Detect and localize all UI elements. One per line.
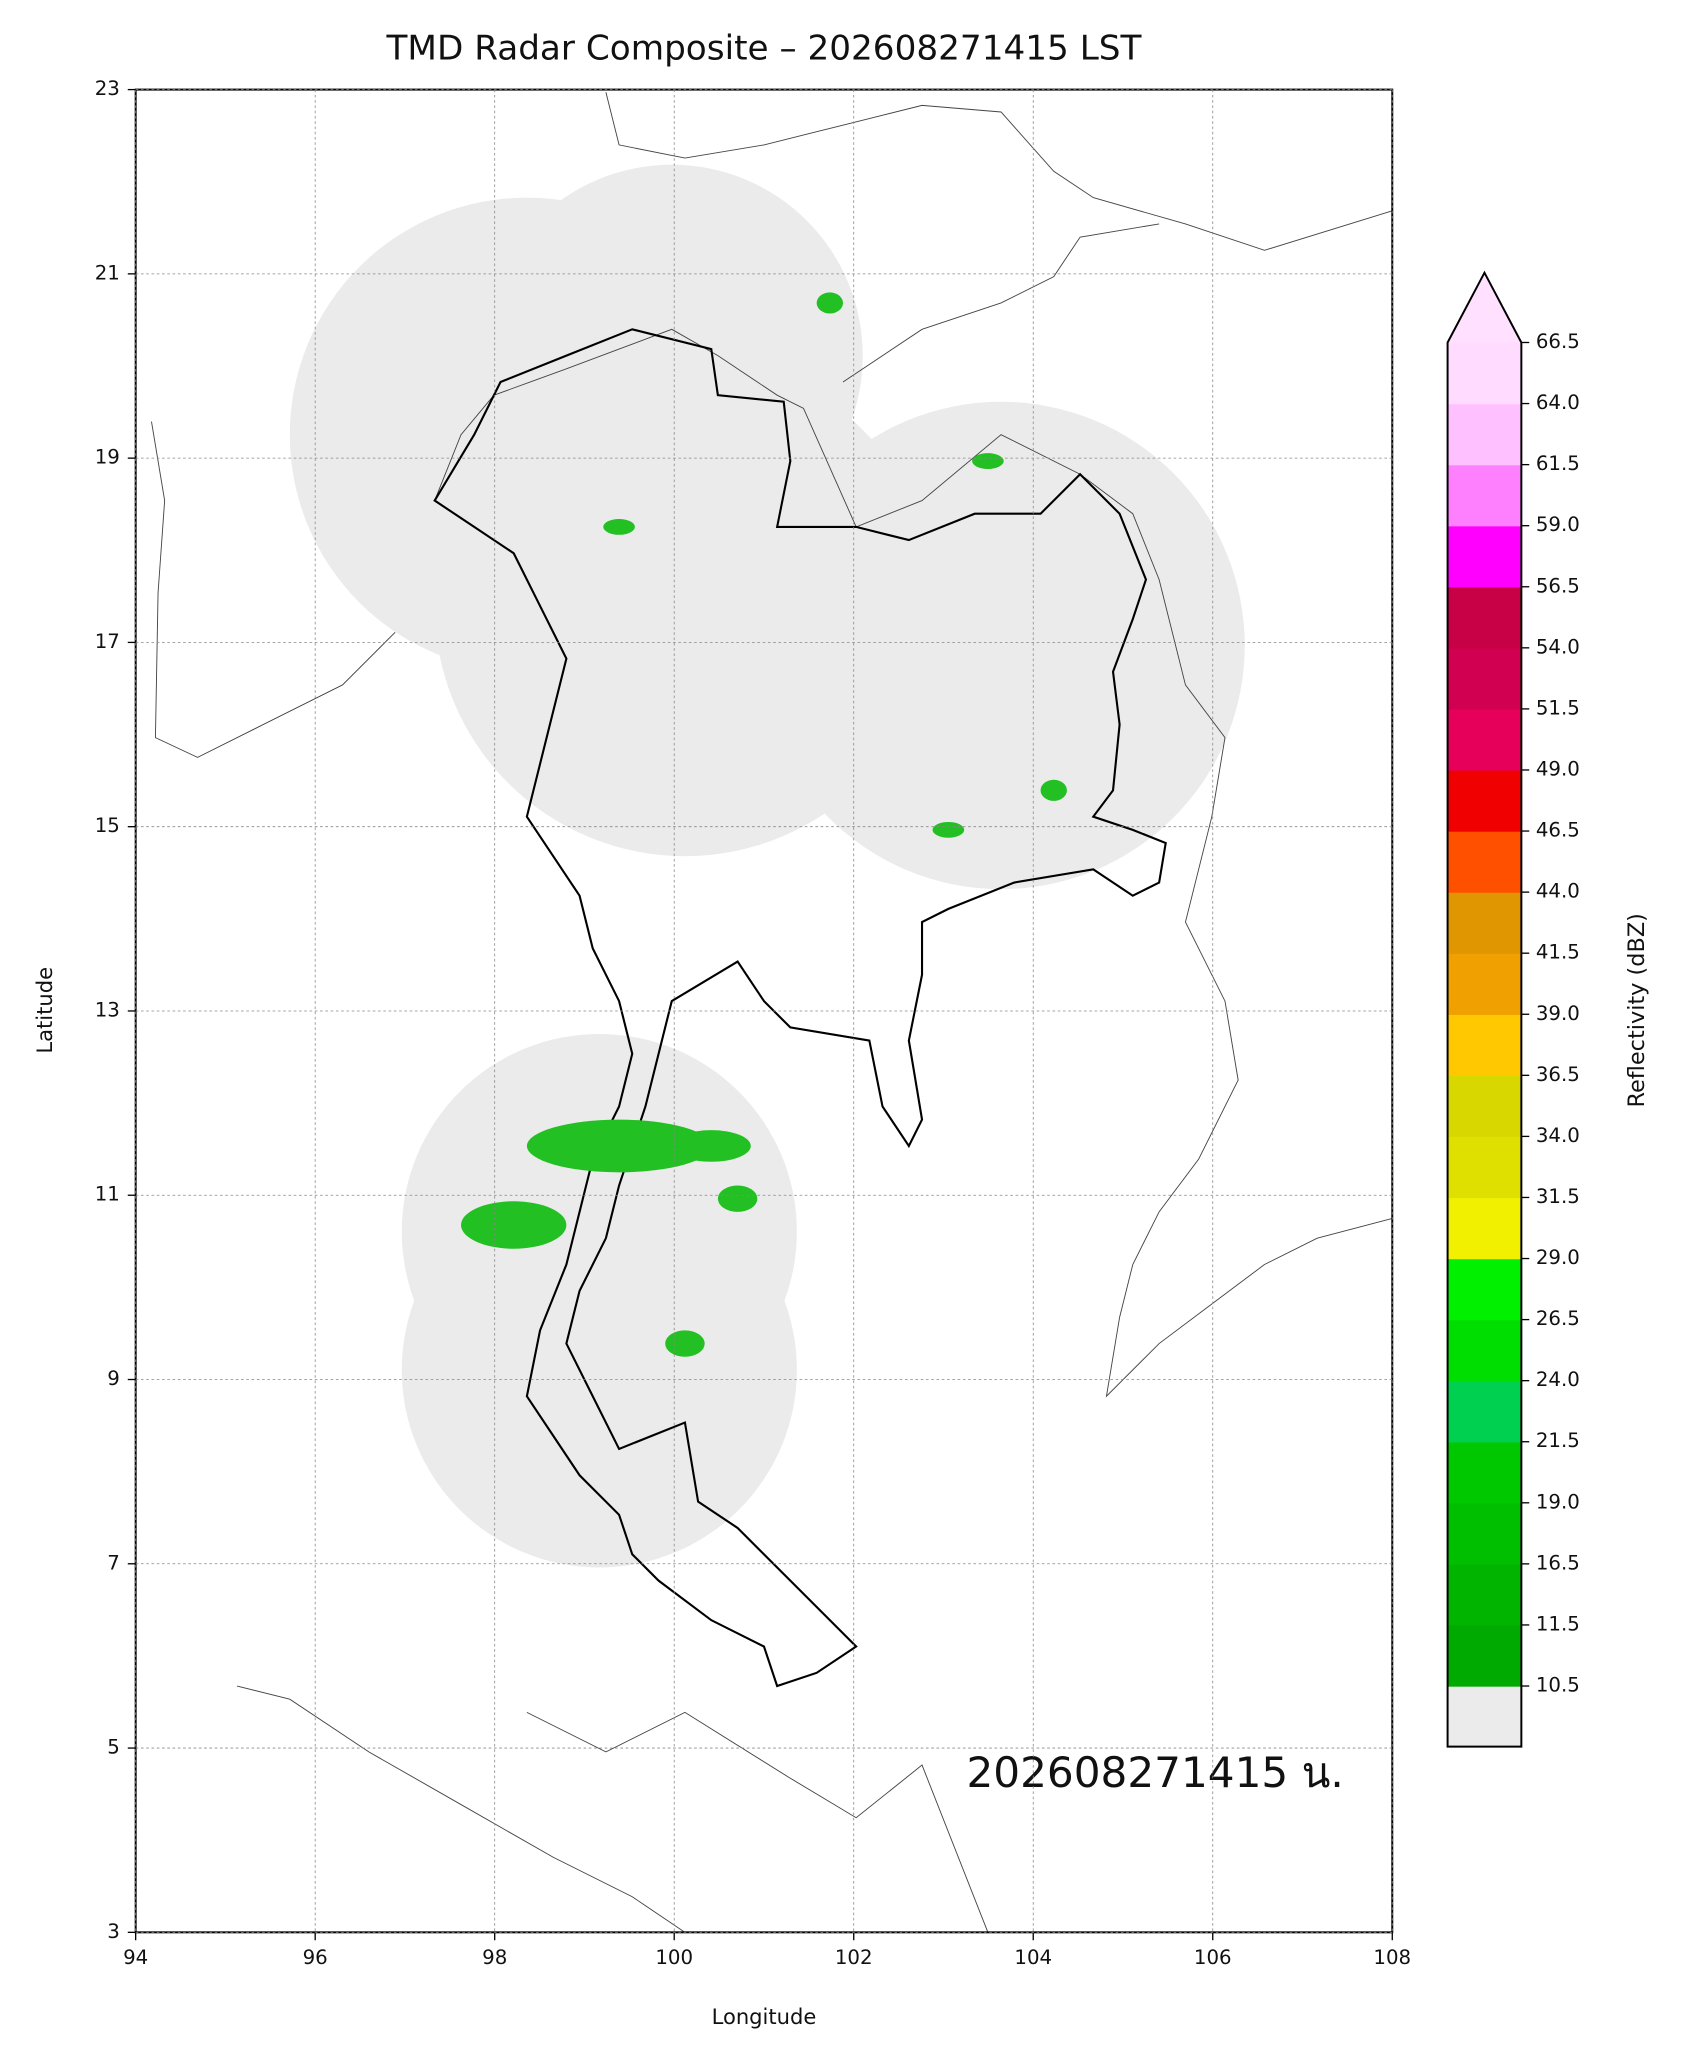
y-tick-label: 19 xyxy=(95,446,120,469)
radar-coverage xyxy=(289,164,1245,1568)
colorbar-tick-label: 46.5 xyxy=(1536,819,1580,842)
colorbar-segment xyxy=(1447,1197,1522,1260)
colorbar-tick-label: 64.0 xyxy=(1536,391,1580,414)
colorbar-tick-label: 49.0 xyxy=(1536,757,1580,780)
colorbar-tick-label: 39.0 xyxy=(1536,1002,1580,1025)
colorbar-segment xyxy=(1447,1075,1522,1138)
y-tick-label: 23 xyxy=(95,77,120,100)
colorbar-segment xyxy=(1447,647,1522,710)
colorbar-over xyxy=(1447,272,1522,343)
colorbar-segment xyxy=(1447,586,1522,649)
neighbor-borders xyxy=(151,92,1393,1933)
colorbar-tick-label: 26.5 xyxy=(1536,1307,1580,1330)
colorbar-segment xyxy=(1447,769,1522,832)
y-axis-label: Latitude xyxy=(32,967,57,1054)
colorbar-tick-label: 56.5 xyxy=(1536,574,1580,597)
colorbar-segment xyxy=(1447,892,1522,954)
colorbar-tick-label: 24.0 xyxy=(1536,1368,1580,1391)
colorbar-tick-label: 51.5 xyxy=(1536,696,1580,719)
colorbar-tick-label: 61.5 xyxy=(1536,452,1580,475)
colorbar-tick-label: 31.5 xyxy=(1536,1185,1580,1208)
colorbar-segment xyxy=(1447,1014,1522,1076)
y-tick-label: 15 xyxy=(95,814,120,837)
colorbar-tick-label: 29.0 xyxy=(1536,1246,1580,1269)
colorbar-segment xyxy=(1447,708,1522,771)
x-tick-label: 106 xyxy=(1194,1946,1232,1969)
x-tick-label: 94 xyxy=(123,1946,148,1969)
chart-title: TMD Radar Composite – 202608271415 LST xyxy=(385,29,1142,69)
colorbar-segment xyxy=(1447,1319,1522,1382)
colorbar-tick-label: 19.0 xyxy=(1536,1490,1580,1513)
x-axis-label: Longitude xyxy=(712,2004,817,2029)
y-tick-label: 5 xyxy=(107,1736,120,1759)
colorbar-segment xyxy=(1447,464,1522,527)
x-tick-label: 108 xyxy=(1373,1946,1411,1969)
colorbar-tick-label: 21.5 xyxy=(1536,1429,1580,1452)
colorbar-tick-label: 44.0 xyxy=(1536,880,1580,903)
colorbar-under xyxy=(1447,1686,1522,1747)
colorbar-tick-label: 59.0 xyxy=(1536,513,1580,536)
colorbar-segment xyxy=(1447,1563,1522,1626)
colorbar-segment xyxy=(1447,953,1522,1015)
y-tick-label: 13 xyxy=(95,998,120,1021)
colorbar-tick-label: 66.5 xyxy=(1536,330,1580,353)
colorbar-segment xyxy=(1447,1624,1522,1687)
y-tick-label: 7 xyxy=(107,1551,120,1574)
x-tick-label: 96 xyxy=(303,1946,328,1969)
colorbar-segment xyxy=(1447,831,1522,893)
colorbar-label: Reflectivity (dBZ) xyxy=(1624,913,1650,1107)
colorbar-tick-label: 41.5 xyxy=(1536,941,1580,964)
colorbar-tick-label: 34.0 xyxy=(1536,1124,1580,1147)
colorbar-segment xyxy=(1447,1502,1522,1565)
colorbar-segment xyxy=(1447,1136,1522,1199)
radar-echoes xyxy=(461,292,1067,1357)
x-tick-label: 100 xyxy=(655,1946,693,1969)
colorbar-tick-label: 10.5 xyxy=(1536,1674,1580,1697)
colorbar-segment xyxy=(1447,1380,1522,1443)
y-tick-label: 3 xyxy=(107,1920,120,1943)
timestamp-annotation: 202608271415 น. xyxy=(967,1748,1344,1797)
colorbar-tick-label: 11.5 xyxy=(1536,1612,1580,1635)
y-tick-label: 11 xyxy=(95,1183,120,1206)
colorbar-segment xyxy=(1447,1441,1522,1504)
y-tick-label: 17 xyxy=(95,630,120,653)
x-tick-label: 98 xyxy=(482,1946,507,1969)
map-layer xyxy=(151,92,1393,1933)
y-tick-label: 9 xyxy=(107,1367,120,1390)
colorbar-segment xyxy=(1447,525,1522,588)
colorbar-tick-label: 54.0 xyxy=(1536,635,1580,658)
colorbar-frame xyxy=(1446,270,1523,1748)
colorbar-segment xyxy=(1447,342,1522,405)
colorbar-segment xyxy=(1447,1258,1522,1321)
colorbar-tick-label: 36.5 xyxy=(1536,1063,1580,1086)
colorbar-tick-label: 16.5 xyxy=(1536,1551,1580,1574)
x-tick-label: 104 xyxy=(1014,1946,1052,1969)
x-tick-label: 102 xyxy=(835,1946,873,1969)
colorbar-segment xyxy=(1447,403,1522,466)
y-tick-label: 21 xyxy=(95,261,120,284)
